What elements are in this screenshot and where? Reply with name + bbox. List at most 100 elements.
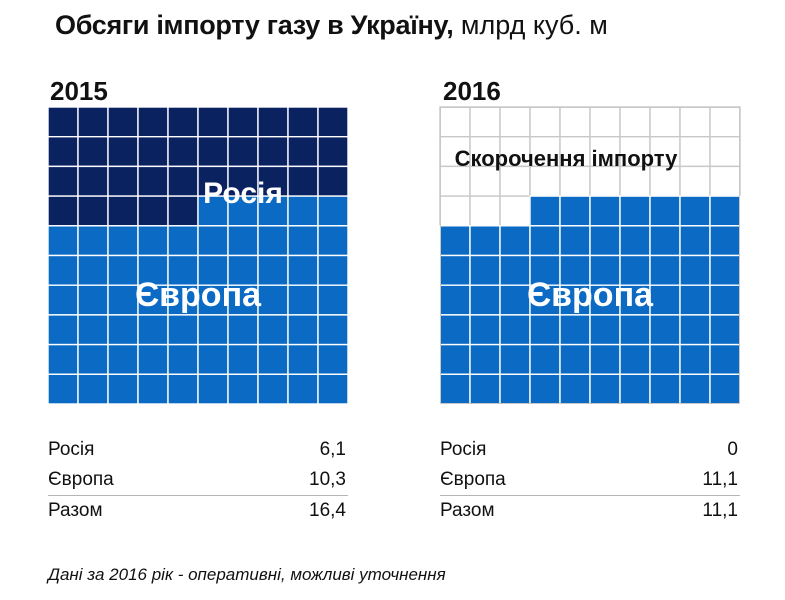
waffle-cell-europe <box>469 225 501 257</box>
waffle-cell-europe <box>649 225 681 257</box>
waffle-cell-russia <box>47 195 79 227</box>
waffle-cell-europe <box>47 314 79 346</box>
waffle-cell-europe <box>167 343 199 376</box>
waffle-cell-europe <box>619 314 651 346</box>
waffle-cell-europe <box>227 225 259 257</box>
waffle-cell-empty <box>469 136 501 168</box>
waffle-cell-europe <box>167 284 199 316</box>
waffle-cell-europe <box>107 284 139 316</box>
waffle-cell-europe <box>77 254 109 286</box>
waffle-cell-europe <box>559 314 591 346</box>
row-label: Європа <box>48 469 114 490</box>
year-label-2015: 2015 <box>50 76 108 106</box>
waffle-cell-europe <box>439 314 471 346</box>
waffle-cell-europe <box>589 373 621 405</box>
chart-title-main: Обсяги імпорту газу в Україну, <box>55 10 454 40</box>
waffle-cell-russia <box>47 136 79 168</box>
waffle-cell-europe <box>227 373 259 405</box>
year-label-2016: 2016 <box>443 76 501 106</box>
waffle-cell-europe <box>649 314 681 346</box>
waffle-cell-europe <box>499 343 531 376</box>
table-row-total: Разом 16,4 <box>48 495 348 526</box>
waffle-cell-europe <box>649 343 681 376</box>
waffle-cell-europe <box>107 314 139 346</box>
waffle-cell-empty <box>499 136 531 168</box>
waffle-cell-empty <box>619 106 651 138</box>
waffle-cell-europe <box>257 254 289 286</box>
waffle-cell-europe <box>709 254 741 286</box>
waffle-cell-europe <box>589 314 621 346</box>
waffle-cell-europe <box>619 195 651 227</box>
waffle-cell-empty <box>679 165 711 197</box>
waffle-cell-empty <box>439 165 471 197</box>
table-row-russia: Росія 6,1 <box>48 435 348 465</box>
waffle-cell-europe <box>619 373 651 405</box>
waffle-cell-europe <box>317 343 349 376</box>
waffle-cell-europe <box>679 225 711 257</box>
waffle-chart-2015: Росія Європа <box>47 106 349 405</box>
waffle-cell-europe <box>709 314 741 346</box>
waffle-cell-russia <box>107 165 139 197</box>
waffle-cell-europe <box>649 373 681 405</box>
waffle-cell-europe <box>709 343 741 376</box>
waffle-cell-europe <box>137 343 169 376</box>
waffle-cell-empty <box>709 165 741 197</box>
row-label: Росія <box>440 439 487 460</box>
waffle-label: Росія <box>203 177 283 210</box>
waffle-label: Скорочення імпорту <box>455 146 678 171</box>
waffle-cell-europe <box>439 343 471 376</box>
waffle-cell-empty <box>499 165 531 197</box>
row-label: Росія <box>48 439 95 460</box>
waffle-cell-europe <box>439 254 471 286</box>
waffle-cell-europe <box>257 284 289 316</box>
waffle-cell-europe <box>137 314 169 346</box>
waffle-cell-europe <box>589 225 621 257</box>
waffle-cell-russia <box>77 136 109 168</box>
waffle-cell-europe <box>287 225 319 257</box>
chart-title: Обсяги імпорту газу в Україну, млрд куб.… <box>55 10 608 41</box>
waffle-cell-russia <box>137 195 169 227</box>
waffle-cell-russia <box>317 165 349 197</box>
waffle-cell-europe <box>317 254 349 286</box>
waffle-cell-europe <box>107 343 139 376</box>
waffle-cell-europe <box>167 373 199 405</box>
waffle-cell-europe <box>77 343 109 376</box>
waffle-cell-russia <box>197 136 229 168</box>
waffle-cell-russia <box>77 195 109 227</box>
waffle-cell-europe <box>107 225 139 257</box>
waffle-cell-europe <box>317 314 349 346</box>
waffle-cell-empty <box>499 106 531 138</box>
waffle-cell-europe <box>257 314 289 346</box>
waffle-cell-europe <box>649 254 681 286</box>
waffle-border <box>440 107 740 404</box>
row-value: 0 <box>727 439 738 460</box>
waffle-cell-europe <box>439 284 471 316</box>
waffle-cell-europe <box>197 314 229 346</box>
row-value: 11,1 <box>630 495 740 526</box>
waffle-cell-europe <box>679 195 711 227</box>
waffle-cell-europe <box>47 343 79 376</box>
waffle-cell-europe <box>499 373 531 405</box>
waffle-cell-europe <box>317 284 349 316</box>
waffle-cell-russia <box>167 106 199 138</box>
chart-title-unit: млрд куб. м <box>460 10 608 40</box>
waffle-cell-russia <box>107 136 139 168</box>
table-row-europe: Європа 10,3 <box>48 465 348 496</box>
waffle-cell-empty <box>589 106 621 138</box>
waffle-cell-empty <box>439 106 471 138</box>
waffle-cell-empty <box>469 106 501 138</box>
waffle-cell-russia <box>47 106 79 138</box>
waffle-cell-empty <box>469 195 501 227</box>
waffle-cell-europe <box>529 373 561 405</box>
waffle-label: Європа <box>527 276 654 314</box>
waffle-cell-europe <box>257 343 289 376</box>
waffle-cell-russia <box>107 195 139 227</box>
waffle-chart-2016: Скорочення імпорту Європа <box>439 106 741 405</box>
waffle-cell-europe <box>77 225 109 257</box>
waffle-cell-empty <box>589 136 621 168</box>
waffle-cell-europe <box>679 373 711 405</box>
waffle-cell-europe <box>649 195 681 227</box>
waffle-cell-russia <box>77 106 109 138</box>
waffle-cell-europe <box>287 314 319 346</box>
waffle-cell-europe <box>167 254 199 286</box>
